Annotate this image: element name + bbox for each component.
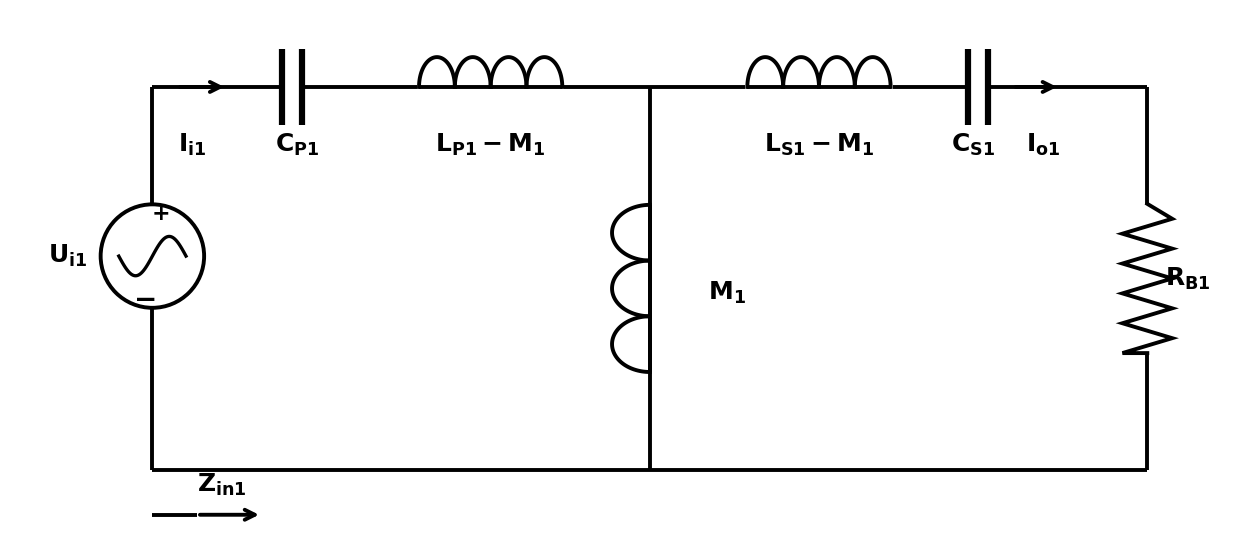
Text: $\mathbf{I_{i1}}$: $\mathbf{I_{i1}}$ (178, 132, 207, 158)
Text: $\mathbf{I_{o1}}$: $\mathbf{I_{o1}}$ (1026, 132, 1061, 158)
Text: $\mathbf{R_{B1}}$: $\mathbf{R_{B1}}$ (1165, 265, 1211, 292)
Text: $\mathbf{L_{P1}-M_{1}}$: $\mathbf{L_{P1}-M_{1}}$ (435, 132, 546, 158)
Text: $\mathbf{C_{S1}}$: $\mathbf{C_{S1}}$ (952, 132, 995, 158)
Text: $\mathbf{-}$: $\mathbf{-}$ (134, 284, 156, 312)
Text: $\mathbf{L_{S1}-M_{1}}$: $\mathbf{L_{S1}-M_{1}}$ (763, 132, 875, 158)
Text: $\mathbf{+}$: $\mathbf{+}$ (151, 204, 170, 224)
Text: $\mathbf{Z_{in1}}$: $\mathbf{Z_{in1}}$ (197, 472, 247, 498)
Text: $\mathbf{C_{P1}}$: $\mathbf{C_{P1}}$ (275, 132, 318, 158)
Text: $\mathbf{U_{i1}}$: $\mathbf{U_{i1}}$ (48, 243, 88, 269)
Text: $\mathbf{M_{1}}$: $\mathbf{M_{1}}$ (707, 280, 746, 306)
